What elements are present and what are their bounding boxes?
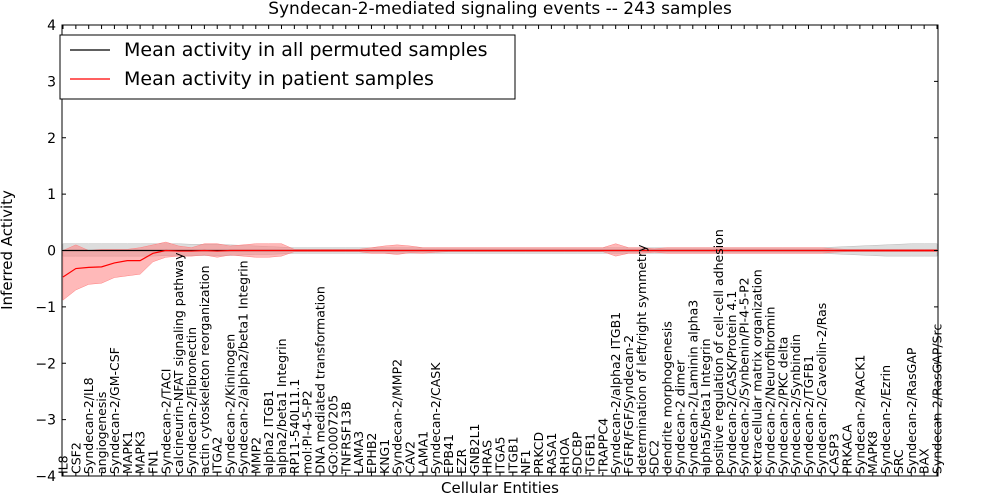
- x-tick-label: RP11-540L11.1: [287, 379, 302, 474]
- x-tick-label: alpha2/beta1 Integrin: [274, 338, 289, 474]
- x-tick-label: CASP3: [827, 433, 842, 474]
- x-tick-label: alpha2 ITGB1: [261, 390, 276, 474]
- x-tick-label: LAMA1: [415, 431, 430, 474]
- x-tick-label: Syndecan-2/RasGAP/Src: [930, 324, 945, 474]
- x-tick-label: Syndecan-2/MMP2: [390, 359, 405, 474]
- x-tick-label: Syndecan-2/RasGAP: [904, 347, 919, 474]
- x-tick-label: Syndecan-2/Fibronectin: [184, 327, 199, 474]
- x-tick-label: TRAPPC4: [595, 418, 610, 475]
- x-tick-label: EPB41: [441, 434, 456, 474]
- x-tick-label: GO:0007205: [325, 395, 340, 474]
- x-tick-label: SRC: [891, 449, 906, 474]
- x-tick-label: Syndecan-2/PKC delta: [775, 337, 790, 474]
- x-tick-label: KNG1: [377, 439, 392, 474]
- x-tick-label: Syndecan-2/CASK: [428, 362, 443, 474]
- legend: Mean activity in all permuted samples Me…: [59, 34, 516, 100]
- x-tick-label: PRKACA: [840, 424, 855, 474]
- y-axis-label: Inferred Activity: [0, 190, 16, 310]
- x-axis: IL8CSF2Syndecan-2/IL8angiogenesisSyndeca…: [56, 25, 945, 476]
- x-tick-label: MAPK1: [120, 431, 135, 474]
- y-tick-label: −4: [35, 469, 56, 485]
- chart-title: Syndecan-2-mediated signaling events -- …: [268, 0, 732, 19]
- y-tick-label: −2: [35, 356, 56, 372]
- legend-label-permuted: Mean activity in all permuted samples: [124, 39, 487, 61]
- x-tick-label: positive regulation of cell-cell adhesio…: [711, 229, 726, 474]
- x-tick-label: FN1: [145, 450, 160, 475]
- x-tick-label: EPHB2: [364, 433, 379, 474]
- y-tick-label: 2: [47, 131, 56, 147]
- x-tick-label: RASA1: [544, 433, 559, 474]
- x-tick-label: Syndecan-2/alpha2/beta1 Integrin: [235, 260, 250, 474]
- x-tick-label: DNA mediated transformation: [313, 286, 328, 474]
- x-axis-label: Cellular Entities: [441, 479, 559, 497]
- x-tick-label: Syndecan-2/Kininogen: [223, 334, 238, 474]
- x-tick-label: extracellular matrix organization: [750, 269, 765, 474]
- x-tick-label: CAV2: [403, 441, 418, 474]
- x-tick-label: TGFB1: [582, 433, 597, 475]
- y-tick-label: 0: [47, 244, 56, 260]
- band-patient: [62, 241, 938, 301]
- y-tick-label: 3: [47, 74, 56, 90]
- x-tick-label: GNB2L1: [467, 424, 482, 474]
- x-tick-label: Syndecan-2/Ezrin: [878, 365, 893, 474]
- x-tick-label: HRAS: [480, 440, 495, 474]
- x-tick-label: CSF2: [68, 442, 83, 474]
- y-tick-label: 4: [47, 18, 56, 34]
- x-tick-label: EZR: [454, 449, 469, 474]
- x-tick-label: Syndecan-2/alpha2 ITGB1: [608, 312, 623, 474]
- y-axis: 4 3 2 1 0 −1 −2 −3 −4: [35, 18, 938, 485]
- x-tick-label: LAMA3: [351, 431, 366, 474]
- x-tick-label: mol:PI-4-5-P2: [300, 390, 315, 474]
- x-tick-label: Syndecan-2/Synbenin/PI-4-5-P2: [737, 277, 752, 474]
- x-tick-label: IL8: [56, 455, 71, 474]
- y-tick-label: 1: [47, 187, 56, 203]
- x-tick-label: ITGB1: [505, 436, 520, 474]
- series-lines: [62, 249, 937, 278]
- x-tick-label: ITGA5: [493, 436, 508, 474]
- x-tick-label: Syndecan-2/Neurofibromin: [762, 307, 777, 474]
- legend-label-patient: Mean activity in patient samples: [124, 68, 434, 90]
- x-tick-label: Syndecan-2/IL8: [81, 377, 96, 474]
- x-tick-label: SDCBP: [570, 431, 585, 474]
- x-tick-label: Syndecan-2/GM-CSF: [107, 347, 122, 474]
- x-tick-label: PRKCD: [531, 432, 546, 474]
- x-tick-label: RHOA: [557, 437, 572, 474]
- x-tick-label: Syndecan-2/CASK/Protein 4.1: [724, 291, 739, 474]
- x-tick-label: Syndecan-2 dimer: [672, 359, 687, 474]
- x-tick-label: MAPK8: [865, 431, 880, 474]
- series-line-patient: [62, 249, 937, 278]
- x-tick-label: Syndecan-2/TGFB1: [801, 355, 816, 474]
- x-tick-label: calcineurin-NFAT signaling pathway: [171, 252, 186, 474]
- x-tick-label: alpha5/beta1 Integrin: [698, 338, 713, 474]
- x-tick-label: MMP2: [248, 437, 263, 474]
- x-tick-label: determination of left/right symmetry: [634, 244, 649, 474]
- x-tick-label: Syndecan-2/TACI: [158, 369, 173, 474]
- y-tick-label: −1: [35, 300, 56, 316]
- legend-box: [59, 34, 516, 100]
- x-tick-label: angiogenesis: [94, 392, 109, 474]
- y-tick-label: −3: [35, 413, 56, 429]
- x-tick-label: actin cytoskeleton reorganization: [197, 265, 212, 474]
- x-tick-label: FGFR/FGF/Syndecan-2: [621, 335, 636, 474]
- x-tick-label: Syndecan-2/Synbindin: [788, 334, 803, 474]
- x-tick-label: MAPK3: [133, 431, 148, 474]
- x-tick-label: NF1: [518, 450, 533, 475]
- x-tick-label: Syndecan-2/Laminin alpha3: [685, 300, 700, 474]
- x-tick-label: SDC2: [647, 440, 662, 474]
- x-tick-label: TNFRSF13B: [338, 402, 353, 475]
- x-tick-label: ITGA2: [210, 436, 225, 474]
- x-tick-label: Syndecan-2/RACK1: [852, 355, 867, 474]
- x-tick-label: BAX: [917, 448, 932, 474]
- x-tick-label: Syndecan-2/Caveolin-2/Ras: [814, 303, 829, 474]
- x-tick-label: dendrite morphogenesis: [660, 321, 675, 474]
